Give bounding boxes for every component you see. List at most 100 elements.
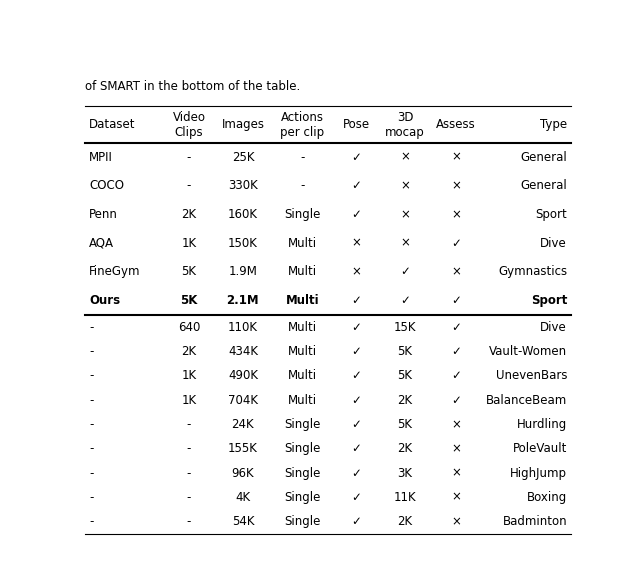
Text: Vault-Women: Vault-Women (489, 345, 567, 358)
Text: ×: × (451, 515, 461, 528)
Text: BalanceBeam: BalanceBeam (486, 394, 567, 406)
Text: Assess: Assess (436, 118, 476, 131)
Text: ✓: ✓ (351, 467, 362, 479)
Text: 5K: 5K (397, 345, 412, 358)
Text: -: - (187, 442, 191, 455)
Text: Single: Single (284, 491, 321, 504)
Text: COCO: COCO (89, 179, 124, 192)
Text: ×: × (451, 208, 461, 221)
Text: ✓: ✓ (400, 265, 410, 278)
Text: ✓: ✓ (351, 418, 362, 431)
Text: Sport: Sport (535, 208, 567, 221)
Text: Video
Clips: Video Clips (172, 111, 205, 138)
Text: ×: × (451, 179, 461, 192)
Text: ×: × (400, 179, 410, 192)
Text: 5K: 5K (397, 369, 412, 382)
Text: -: - (187, 491, 191, 504)
Text: 2K: 2K (181, 208, 196, 221)
Text: 5K: 5K (397, 418, 412, 431)
Text: 150K: 150K (228, 236, 258, 250)
Text: ×: × (451, 442, 461, 455)
Text: ✓: ✓ (451, 394, 461, 406)
Text: Ours: Ours (89, 294, 120, 307)
Text: ✓: ✓ (451, 369, 461, 382)
Text: 2K: 2K (181, 345, 196, 358)
Text: 4K: 4K (236, 491, 250, 504)
Text: ×: × (400, 236, 410, 250)
Text: 2K: 2K (397, 515, 413, 528)
Text: -: - (300, 179, 305, 192)
Text: -: - (89, 345, 93, 358)
Text: ×: × (400, 150, 410, 164)
Text: -: - (89, 394, 93, 406)
Text: Multi: Multi (288, 265, 317, 278)
Text: ×: × (451, 491, 461, 504)
Text: Single: Single (284, 442, 321, 455)
Text: Hurdling: Hurdling (517, 418, 567, 431)
Text: Type: Type (540, 118, 567, 131)
Text: 434K: 434K (228, 345, 258, 358)
Text: Dataset: Dataset (89, 118, 136, 131)
Text: Dive: Dive (540, 321, 567, 333)
Text: Sport: Sport (531, 294, 567, 307)
Text: -: - (89, 515, 93, 528)
Text: ×: × (451, 467, 461, 479)
Text: PoleVault: PoleVault (513, 442, 567, 455)
Text: -: - (300, 150, 305, 164)
Text: -: - (89, 369, 93, 382)
Text: ×: × (451, 418, 461, 431)
Text: ×: × (451, 150, 461, 164)
Text: 24K: 24K (232, 418, 254, 431)
Text: 1.9M: 1.9M (228, 265, 257, 278)
Text: ✓: ✓ (400, 294, 410, 307)
Text: -: - (89, 442, 93, 455)
Text: 2.1M: 2.1M (227, 294, 259, 307)
Text: -: - (187, 515, 191, 528)
Text: Multi: Multi (288, 345, 317, 358)
Text: -: - (89, 491, 93, 504)
Text: Gymnastics: Gymnastics (498, 265, 567, 278)
Text: ×: × (400, 208, 410, 221)
Text: Boxing: Boxing (527, 491, 567, 504)
Text: Multi: Multi (288, 236, 317, 250)
Text: -: - (89, 321, 93, 333)
Text: 110K: 110K (228, 321, 258, 333)
Text: ✓: ✓ (351, 491, 362, 504)
Text: 96K: 96K (232, 467, 254, 479)
Text: 160K: 160K (228, 208, 258, 221)
Text: FineGym: FineGym (89, 265, 140, 278)
Text: Penn: Penn (89, 208, 118, 221)
Text: Multi: Multi (288, 321, 317, 333)
Text: Single: Single (284, 515, 321, 528)
Text: ✓: ✓ (451, 294, 461, 307)
Text: of SMART in the bottom of the table.: of SMART in the bottom of the table. (85, 80, 300, 93)
Text: Single: Single (284, 418, 321, 431)
Text: ✓: ✓ (351, 179, 362, 192)
Text: 11K: 11K (394, 491, 416, 504)
Text: ×: × (351, 265, 362, 278)
Text: MPII: MPII (89, 150, 113, 164)
Text: 640: 640 (178, 321, 200, 333)
Text: UnevenBars: UnevenBars (495, 369, 567, 382)
Text: ✓: ✓ (451, 321, 461, 333)
Text: 1K: 1K (181, 236, 196, 250)
Text: ✓: ✓ (351, 208, 362, 221)
Text: -: - (89, 467, 93, 479)
Text: ✓: ✓ (351, 369, 362, 382)
Text: ✓: ✓ (351, 345, 362, 358)
Text: ✓: ✓ (351, 394, 362, 406)
Text: ✓: ✓ (351, 294, 362, 307)
Text: 5K: 5K (181, 265, 196, 278)
Text: -: - (187, 418, 191, 431)
Text: Badminton: Badminton (502, 515, 567, 528)
Text: AQA: AQA (89, 236, 114, 250)
Text: 1K: 1K (181, 394, 196, 406)
Text: HighJump: HighJump (510, 467, 567, 479)
Text: ×: × (451, 265, 461, 278)
Text: ✓: ✓ (351, 150, 362, 164)
Text: Dive: Dive (540, 236, 567, 250)
Text: -: - (187, 179, 191, 192)
Text: 490K: 490K (228, 369, 258, 382)
Text: ×: × (351, 236, 362, 250)
Text: Actions
per clip: Actions per clip (280, 111, 324, 138)
